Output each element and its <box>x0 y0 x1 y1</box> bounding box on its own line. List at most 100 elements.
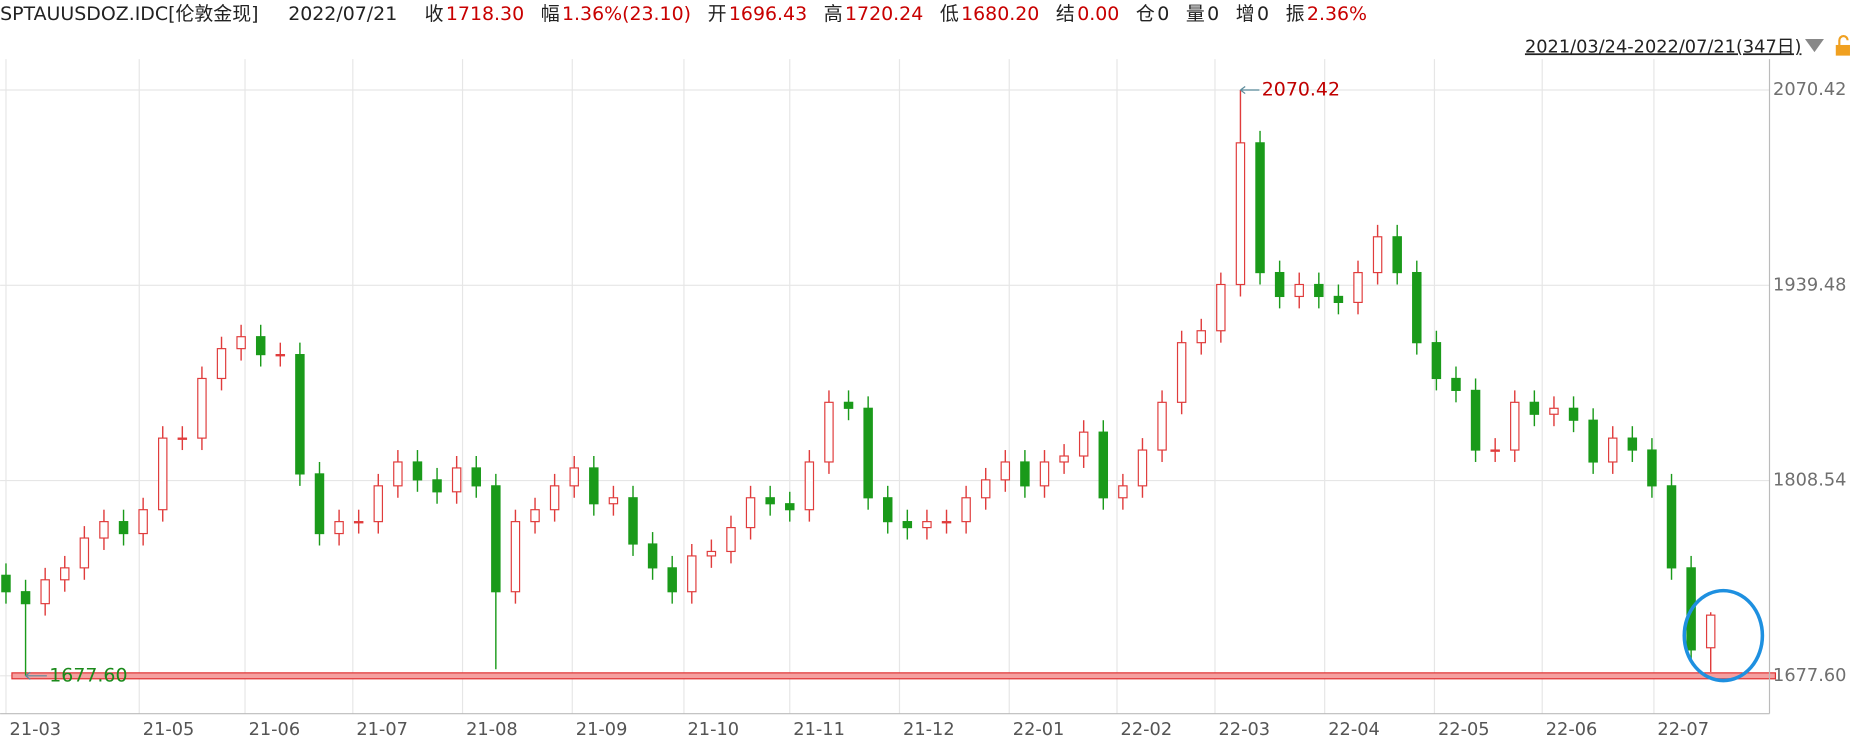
candle-body <box>491 485 501 593</box>
candle-body <box>687 555 697 593</box>
support-line <box>11 672 1777 680</box>
quote-value: 1680.20 <box>961 3 1039 25</box>
candle-body <box>1333 295 1344 303</box>
candle-body <box>1000 461 1011 481</box>
candle-body <box>1666 485 1677 569</box>
candle-body <box>902 521 913 529</box>
x-tick-label: 21-03 <box>10 720 62 740</box>
candle-body <box>706 550 717 557</box>
candle-body <box>158 437 168 511</box>
candle-body <box>549 485 560 511</box>
candle-body <box>1059 455 1069 463</box>
candle-body <box>20 591 31 605</box>
candle-body <box>1705 614 1716 649</box>
x-tick-label: 22-01 <box>1013 720 1065 740</box>
candle-body <box>1118 485 1128 499</box>
lock-icon[interactable] <box>1835 35 1850 56</box>
candle-body <box>138 509 148 535</box>
candle-body <box>177 437 188 440</box>
candle-body <box>745 497 756 529</box>
candle-body <box>1353 271 1363 303</box>
candle-body <box>1196 330 1206 344</box>
candle-body <box>1235 142 1246 286</box>
candle-body <box>1510 401 1520 451</box>
candle-body <box>510 521 521 593</box>
y-tick-label: 1677.60 <box>1773 666 1846 686</box>
x-tick-label: 21-05 <box>143 720 195 740</box>
candle-body <box>726 527 736 553</box>
x-tick-label: 22-07 <box>1657 720 1709 740</box>
candle-body <box>1 574 11 593</box>
candle-body <box>1020 461 1030 487</box>
x-tick-label: 21-07 <box>356 720 408 740</box>
candle-body <box>314 473 325 535</box>
candle-body <box>1216 283 1226 332</box>
candle-body <box>353 521 364 524</box>
candles <box>1 85 1777 680</box>
candle-body <box>118 521 129 535</box>
quote-value: 1.36%(23.10) <box>562 3 691 25</box>
x-tick-label: 21-11 <box>793 720 845 740</box>
candle-body <box>275 354 286 357</box>
candle-body <box>1529 401 1540 415</box>
x-tick-label: 22-06 <box>1546 720 1598 740</box>
candle-body <box>471 467 481 487</box>
quote-label: 幅 <box>541 3 560 25</box>
quote-label: 开 <box>708 3 727 25</box>
x-tick-label: 21-10 <box>688 720 740 740</box>
quote-value: 1718.30 <box>446 3 524 25</box>
candle-body <box>1470 389 1481 451</box>
quote-label: 振 <box>1286 3 1305 25</box>
candle-body <box>883 497 893 523</box>
quote-date: 2022/07/21 <box>288 3 397 25</box>
candle-body <box>79 537 90 569</box>
date-range[interactable]: 2021/03/24-2022/07/21(347日) <box>1525 37 1802 57</box>
candle-body <box>804 461 815 511</box>
candle-body <box>1274 271 1285 298</box>
candle-body <box>373 485 384 523</box>
candle-body <box>1588 419 1598 463</box>
quote-value: 1720.24 <box>845 3 923 25</box>
candle-body <box>863 407 873 499</box>
x-tick-label: 22-04 <box>1328 720 1380 740</box>
candle-body <box>647 543 658 569</box>
quote-value: 0 <box>1257 3 1269 25</box>
candle-body <box>628 497 638 545</box>
candle-body <box>589 467 599 505</box>
candle-body <box>961 497 971 523</box>
x-tick-label: 22-05 <box>1438 720 1490 740</box>
candle-body <box>40 579 50 605</box>
quote-header: SPTAUUSDOZ.IDC[伦敦金现] 2022/07/21 收 1718.30… <box>0 3 1367 25</box>
candle-body <box>1372 236 1383 274</box>
candle-body <box>1451 377 1461 391</box>
candle-body <box>824 401 834 463</box>
quote-label: 增 <box>1236 3 1255 25</box>
x-tick-label: 21-08 <box>466 720 518 740</box>
candle-body <box>608 497 619 505</box>
candle-body <box>1137 449 1148 487</box>
candle-body <box>1078 431 1089 457</box>
candle-body <box>334 521 344 535</box>
candle-body <box>1176 342 1187 403</box>
min-annotation: 1677.60 <box>49 664 127 686</box>
y-tick-label: 1939.48 <box>1773 275 1846 295</box>
quote-label: 低 <box>940 3 959 25</box>
candle-body <box>1549 407 1559 415</box>
candle-body <box>1490 449 1500 452</box>
symbol: SPTAUUSDOZ.IDC[伦敦金现] <box>0 3 258 25</box>
candle-body <box>1294 283 1304 298</box>
quote-label: 高 <box>824 3 843 25</box>
candle-body <box>432 479 442 493</box>
range-dropdown[interactable] <box>1805 39 1824 53</box>
candle-body <box>1039 461 1050 487</box>
candle-body <box>60 567 70 581</box>
quote-label: 收 <box>425 3 444 25</box>
candle-body <box>765 497 775 505</box>
candle-body <box>941 521 952 524</box>
x-tick-label: 21-06 <box>249 720 301 740</box>
max-pointer <box>1240 85 1260 95</box>
x-tick-label: 21-09 <box>576 720 628 740</box>
candle-body <box>197 377 207 439</box>
quote-label: 仓 <box>1136 3 1155 25</box>
quote-label: 结 <box>1056 3 1075 25</box>
